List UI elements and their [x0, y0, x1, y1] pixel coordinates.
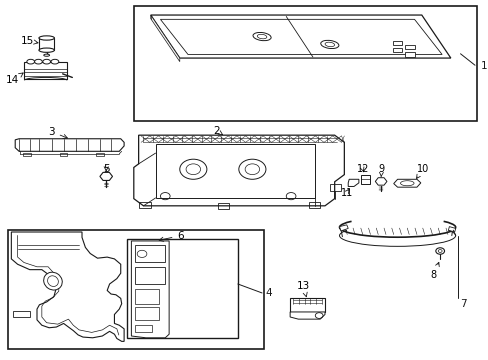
- Polygon shape: [447, 226, 455, 232]
- Bar: [404, 52, 414, 57]
- Text: 3: 3: [48, 127, 67, 139]
- Text: 4: 4: [265, 288, 272, 298]
- Polygon shape: [289, 312, 325, 319]
- Bar: [134, 6, 476, 121]
- Bar: [23, 153, 31, 156]
- Polygon shape: [150, 15, 180, 62]
- Bar: [96, 153, 103, 156]
- Bar: [217, 203, 229, 210]
- Text: 12: 12: [356, 164, 368, 174]
- Bar: [392, 48, 402, 52]
- Bar: [135, 245, 165, 262]
- Ellipse shape: [39, 48, 54, 52]
- Text: 5: 5: [102, 164, 109, 174]
- Text: 9: 9: [378, 164, 384, 177]
- Polygon shape: [131, 241, 169, 338]
- Ellipse shape: [320, 40, 338, 49]
- Text: 2: 2: [212, 126, 222, 135]
- Bar: [360, 175, 370, 184]
- Bar: [135, 307, 159, 320]
- Ellipse shape: [252, 32, 270, 41]
- Ellipse shape: [43, 59, 50, 64]
- Text: 1: 1: [480, 61, 487, 71]
- Bar: [155, 144, 315, 198]
- Text: 13: 13: [296, 281, 309, 297]
- Ellipse shape: [51, 59, 59, 64]
- Text: 6: 6: [159, 231, 183, 241]
- Ellipse shape: [257, 34, 266, 39]
- Bar: [60, 153, 67, 156]
- Text: 8: 8: [430, 262, 438, 280]
- Text: 11: 11: [340, 188, 352, 198]
- Ellipse shape: [400, 181, 413, 186]
- Ellipse shape: [39, 36, 54, 40]
- Bar: [308, 202, 320, 208]
- Bar: [404, 45, 414, 49]
- Bar: [135, 324, 152, 332]
- Polygon shape: [347, 179, 358, 186]
- Polygon shape: [339, 225, 347, 231]
- Ellipse shape: [35, 59, 42, 64]
- Bar: [139, 202, 150, 208]
- Ellipse shape: [44, 54, 49, 56]
- Bar: [24, 62, 67, 79]
- Text: 7: 7: [460, 299, 466, 309]
- Bar: [329, 184, 341, 191]
- Text: 15: 15: [20, 36, 38, 46]
- Ellipse shape: [43, 272, 62, 290]
- Ellipse shape: [47, 276, 58, 287]
- Bar: [135, 289, 159, 304]
- Polygon shape: [15, 139, 124, 151]
- Bar: [126, 239, 237, 338]
- Bar: [8, 230, 264, 348]
- Ellipse shape: [325, 42, 334, 47]
- Text: 10: 10: [416, 164, 428, 179]
- Bar: [392, 41, 402, 45]
- Polygon shape: [393, 179, 420, 187]
- Polygon shape: [134, 135, 344, 206]
- Text: 14: 14: [6, 73, 23, 85]
- Polygon shape: [11, 232, 124, 341]
- Polygon shape: [150, 15, 450, 58]
- Bar: [13, 311, 30, 317]
- Bar: [135, 267, 165, 284]
- Bar: [289, 298, 325, 312]
- Ellipse shape: [27, 59, 35, 64]
